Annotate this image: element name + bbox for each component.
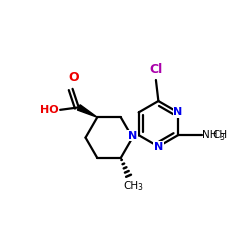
Text: O: O [68, 72, 79, 85]
Text: N: N [174, 108, 183, 118]
Polygon shape [77, 105, 97, 117]
Text: 3: 3 [138, 183, 142, 192]
Text: CH: CH [123, 182, 138, 192]
Text: HO: HO [40, 105, 59, 115]
Text: NH: NH [202, 130, 218, 140]
Text: N: N [154, 142, 163, 152]
Text: CH: CH [212, 130, 227, 140]
Text: N: N [128, 131, 137, 141]
Text: Cl: Cl [149, 62, 162, 76]
Text: 3: 3 [220, 132, 224, 141]
